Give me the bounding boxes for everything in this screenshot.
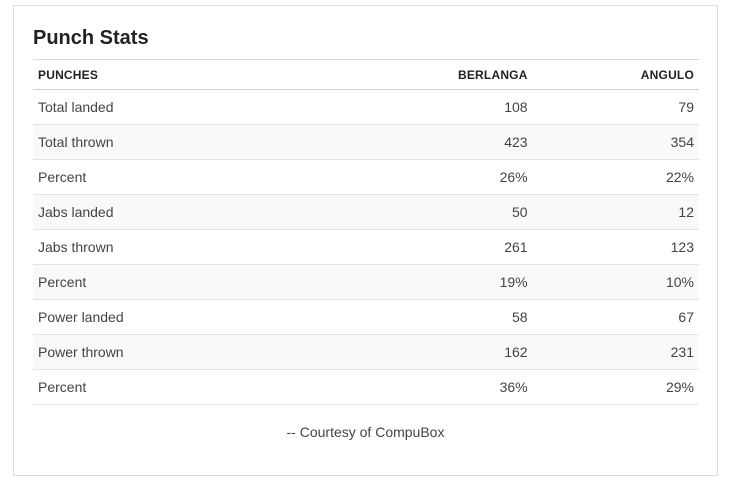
- row-label: Jabs landed: [33, 194, 323, 230]
- table-row: Total landed 108 79: [33, 89, 699, 125]
- angulo-value: 29%: [532, 369, 699, 405]
- punch-stats-table: PUNCHES BERLANGA ANGULO Total landed 108…: [33, 59, 699, 405]
- header-berlanga: BERLANGA: [323, 59, 533, 90]
- angulo-value: 12: [532, 194, 699, 230]
- table-row: Power landed 58 67: [33, 299, 699, 335]
- table-header-row: PUNCHES BERLANGA ANGULO: [33, 59, 699, 90]
- berlanga-value: 36%: [323, 369, 533, 405]
- angulo-value: 79: [532, 89, 699, 125]
- table-row: Power thrown 162 231: [33, 334, 699, 370]
- table-row: Percent 19% 10%: [33, 264, 699, 300]
- berlanga-value: 58: [323, 299, 533, 335]
- berlanga-value: 261: [323, 229, 533, 265]
- table-row: Percent 36% 29%: [33, 369, 699, 405]
- angulo-value: 67: [532, 299, 699, 335]
- berlanga-value: 162: [323, 334, 533, 370]
- punch-stats-card: Punch Stats PUNCHES BERLANGA ANGULO Tota…: [13, 5, 718, 476]
- row-label: Percent: [33, 159, 323, 195]
- row-label: Power thrown: [33, 334, 323, 370]
- table-row: Jabs landed 50 12: [33, 194, 699, 230]
- row-label: Power landed: [33, 299, 323, 335]
- berlanga-value: 26%: [323, 159, 533, 195]
- angulo-value: 22%: [532, 159, 699, 195]
- angulo-value: 354: [532, 124, 699, 160]
- row-label: Percent: [33, 369, 323, 405]
- card-title: Punch Stats: [33, 27, 149, 49]
- row-label: Total landed: [33, 89, 323, 125]
- angulo-value: 123: [532, 229, 699, 265]
- row-label: Percent: [33, 264, 323, 300]
- berlanga-value: 19%: [323, 264, 533, 300]
- berlanga-value: 423: [323, 124, 533, 160]
- table-row: Percent 26% 22%: [33, 159, 699, 195]
- row-label: Jabs thrown: [33, 229, 323, 265]
- table-row: Total thrown 423 354: [33, 124, 699, 160]
- angulo-value: 231: [532, 334, 699, 370]
- berlanga-value: 108: [323, 89, 533, 125]
- header-punches: PUNCHES: [33, 59, 323, 90]
- header-angulo: ANGULO: [532, 59, 699, 90]
- angulo-value: 10%: [532, 264, 699, 300]
- row-label: Total thrown: [33, 124, 323, 160]
- berlanga-value: 50: [323, 194, 533, 230]
- table-row: Jabs thrown 261 123: [33, 229, 699, 265]
- source-credit: -- Courtesy of CompuBox: [286, 424, 445, 440]
